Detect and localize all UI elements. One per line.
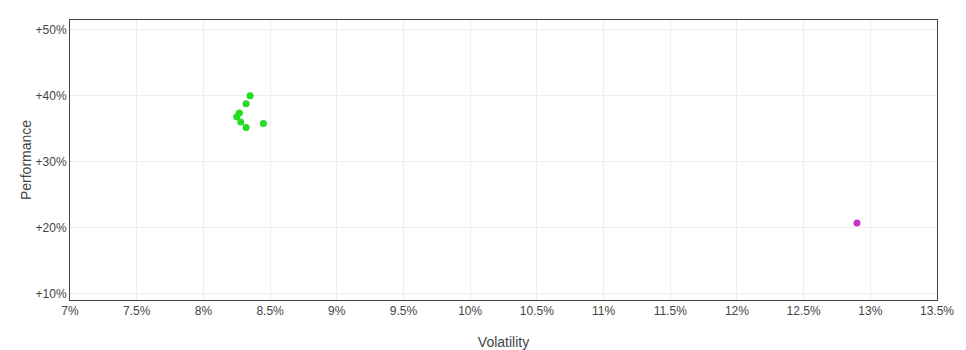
svg-text:+40%: +40% (36, 89, 67, 103)
svg-text:11.5%: 11.5% (654, 304, 687, 318)
svg-text:11%: 11% (592, 304, 615, 318)
svg-text:+30%: +30% (36, 155, 67, 169)
svg-text:+10%: +10% (36, 287, 67, 301)
svg-text:7.5%: 7.5% (123, 304, 151, 318)
svg-text:13%: 13% (858, 304, 882, 318)
svg-text:+50%: +50% (36, 23, 67, 37)
svg-text:10.5%: 10.5% (520, 304, 554, 318)
svg-text:Volatility: Volatility (478, 334, 529, 350)
svg-text:8.5%: 8.5% (256, 304, 284, 318)
svg-text:12.5%: 12.5% (787, 304, 821, 318)
svg-text:7%: 7% (61, 304, 79, 318)
svg-text:10%: 10% (458, 304, 482, 318)
svg-text:8%: 8% (195, 304, 213, 318)
svg-text:+20%: +20% (36, 221, 67, 235)
svg-text:9%: 9% (328, 304, 346, 318)
svg-text:9.5%: 9.5% (390, 304, 418, 318)
svg-text:13.5%: 13.5% (920, 304, 954, 318)
svg-text:12%: 12% (725, 304, 749, 318)
svg-text:Performance: Performance (18, 120, 34, 200)
